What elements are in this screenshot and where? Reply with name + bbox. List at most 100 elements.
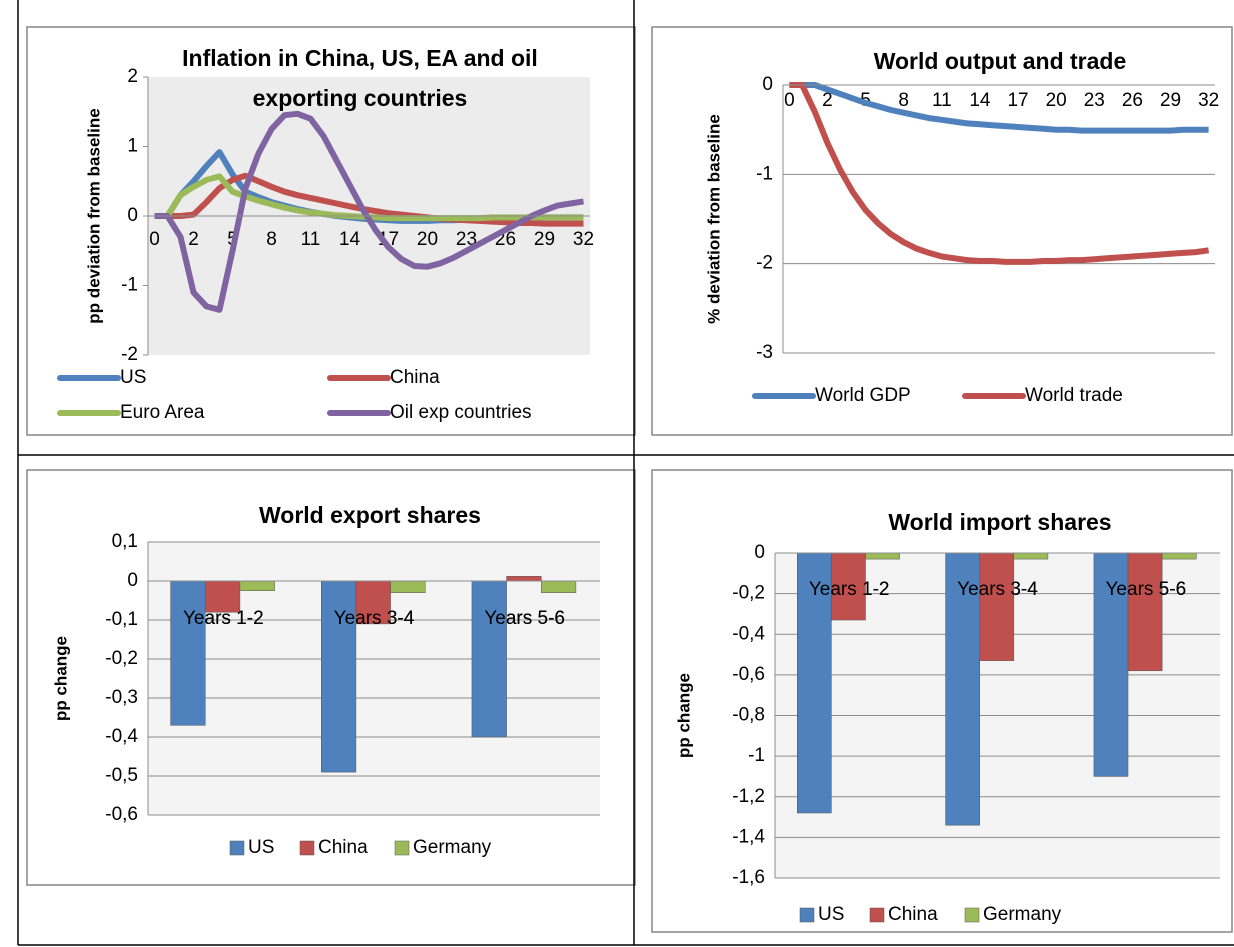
y-tick-label: -2 (121, 344, 138, 365)
x-tick-label: 23 (1084, 90, 1105, 111)
bar (797, 552, 832, 814)
y-axis-label: pp change (51, 636, 70, 721)
series-line (789, 82, 1209, 134)
x-tick-label: 17 (1007, 90, 1028, 111)
legend-swatch (229, 840, 245, 856)
bar (831, 552, 866, 621)
bar (355, 580, 391, 625)
legend-swatch (394, 840, 410, 856)
x-tick-label: 14 (969, 90, 991, 111)
y-tick-label: -0,3 (105, 687, 138, 708)
x-tick-label: Years 3-4 (957, 579, 1038, 600)
y-tick-label: -0,2 (732, 583, 765, 604)
y-tick-label: -0,4 (105, 726, 138, 747)
y-tick-label: -0,6 (105, 804, 138, 825)
bar (1161, 552, 1197, 560)
y-tick-label: -1,4 (732, 826, 765, 847)
chart-title: exporting countries (253, 85, 468, 111)
y-tick-label: 1 (127, 136, 138, 157)
y-tick-label: 0 (762, 74, 773, 95)
x-tick-label: 11 (301, 229, 321, 250)
chart-title: World export shares (259, 502, 481, 528)
legend-label: China (390, 367, 440, 388)
chart-title: World output and trade (874, 48, 1127, 74)
x-tick-label: 20 (417, 229, 438, 250)
chart-title: World import shares (888, 509, 1111, 535)
legend-label: Germany (983, 904, 1062, 925)
bar (945, 552, 980, 826)
x-tick-label: 26 (1122, 90, 1143, 111)
legend-label: Germany (413, 837, 492, 858)
x-tick-label: 32 (1198, 90, 1219, 111)
legend-swatch (869, 907, 885, 923)
x-tick-label: Years 1-2 (809, 579, 890, 600)
x-tick-label: 20 (1046, 90, 1067, 111)
x-tick-label: Years 5-6 (1106, 579, 1187, 600)
bar (390, 580, 426, 593)
bar (1093, 552, 1129, 777)
y-tick-label: -0,1 (105, 609, 138, 630)
x-tick-label: 0 (784, 90, 795, 111)
series-line (789, 82, 1210, 265)
y-tick-label: -1,2 (732, 786, 765, 807)
legend-swatch (799, 907, 815, 923)
y-tick-label: -1,6 (732, 867, 765, 888)
y-axis-label: pp change (674, 673, 693, 758)
x-tick-label: Years 5-6 (484, 608, 565, 629)
x-tick-label: 0 (149, 229, 160, 250)
y-tick-label: 0,1 (112, 531, 138, 552)
legend-label: China (318, 837, 368, 858)
bar (170, 580, 206, 726)
bar (1127, 552, 1163, 672)
legend-label: China (888, 904, 938, 925)
y-tick-label: -0,4 (732, 623, 765, 644)
chart-title: Inflation in China, US, EA and oil (182, 45, 538, 71)
legend-label: Euro Area (120, 402, 205, 423)
legend-label: World trade (1025, 385, 1123, 406)
bar (239, 580, 275, 591)
legend-swatch (964, 907, 980, 923)
legend-label: US (120, 367, 146, 388)
y-axis-label: % deviation from baseline (704, 114, 723, 324)
bar (979, 552, 1015, 661)
bar (1013, 552, 1049, 560)
x-tick-label: 8 (898, 90, 909, 111)
x-tick-label: 8 (266, 229, 277, 250)
series-line (154, 110, 584, 313)
y-tick-label: 0 (754, 542, 765, 563)
y-tick-label: 2 (127, 66, 138, 87)
y-tick-label: -0,5 (105, 765, 138, 786)
x-tick-label: 29 (534, 229, 555, 250)
legend-swatch (299, 840, 315, 856)
legend-label: US (248, 837, 274, 858)
x-tick-label: 2 (822, 90, 833, 111)
bar (540, 580, 577, 593)
y-tick-label: -0,6 (732, 664, 765, 685)
legend-label: US (818, 904, 844, 925)
bar (205, 580, 241, 613)
bar (471, 580, 507, 738)
legend-label: Oil exp countries (390, 402, 532, 423)
bar (506, 576, 542, 582)
y-tick-label: -1 (748, 745, 765, 766)
x-tick-label: 11 (932, 90, 952, 111)
x-tick-label: 2 (188, 229, 199, 250)
y-tick-label: -1 (121, 275, 138, 296)
y-tick-label: 0 (127, 205, 138, 226)
y-tick-label: -1 (756, 163, 773, 184)
x-tick-label: Years 1-2 (183, 608, 264, 629)
bar (321, 580, 357, 773)
bar (865, 552, 900, 560)
y-tick-label: -2 (756, 253, 773, 274)
x-tick-label: 14 (339, 229, 361, 250)
x-tick-label: 32 (573, 229, 594, 250)
legend-label: World GDP (815, 385, 911, 406)
x-tick-label: Years 3-4 (334, 608, 415, 629)
y-tick-label: -0,2 (105, 648, 138, 669)
y-axis-label: pp deviation from baseline (84, 108, 103, 323)
x-tick-label: 29 (1160, 90, 1181, 111)
y-tick-label: -3 (756, 342, 773, 363)
y-tick-label: -0,8 (732, 705, 765, 726)
